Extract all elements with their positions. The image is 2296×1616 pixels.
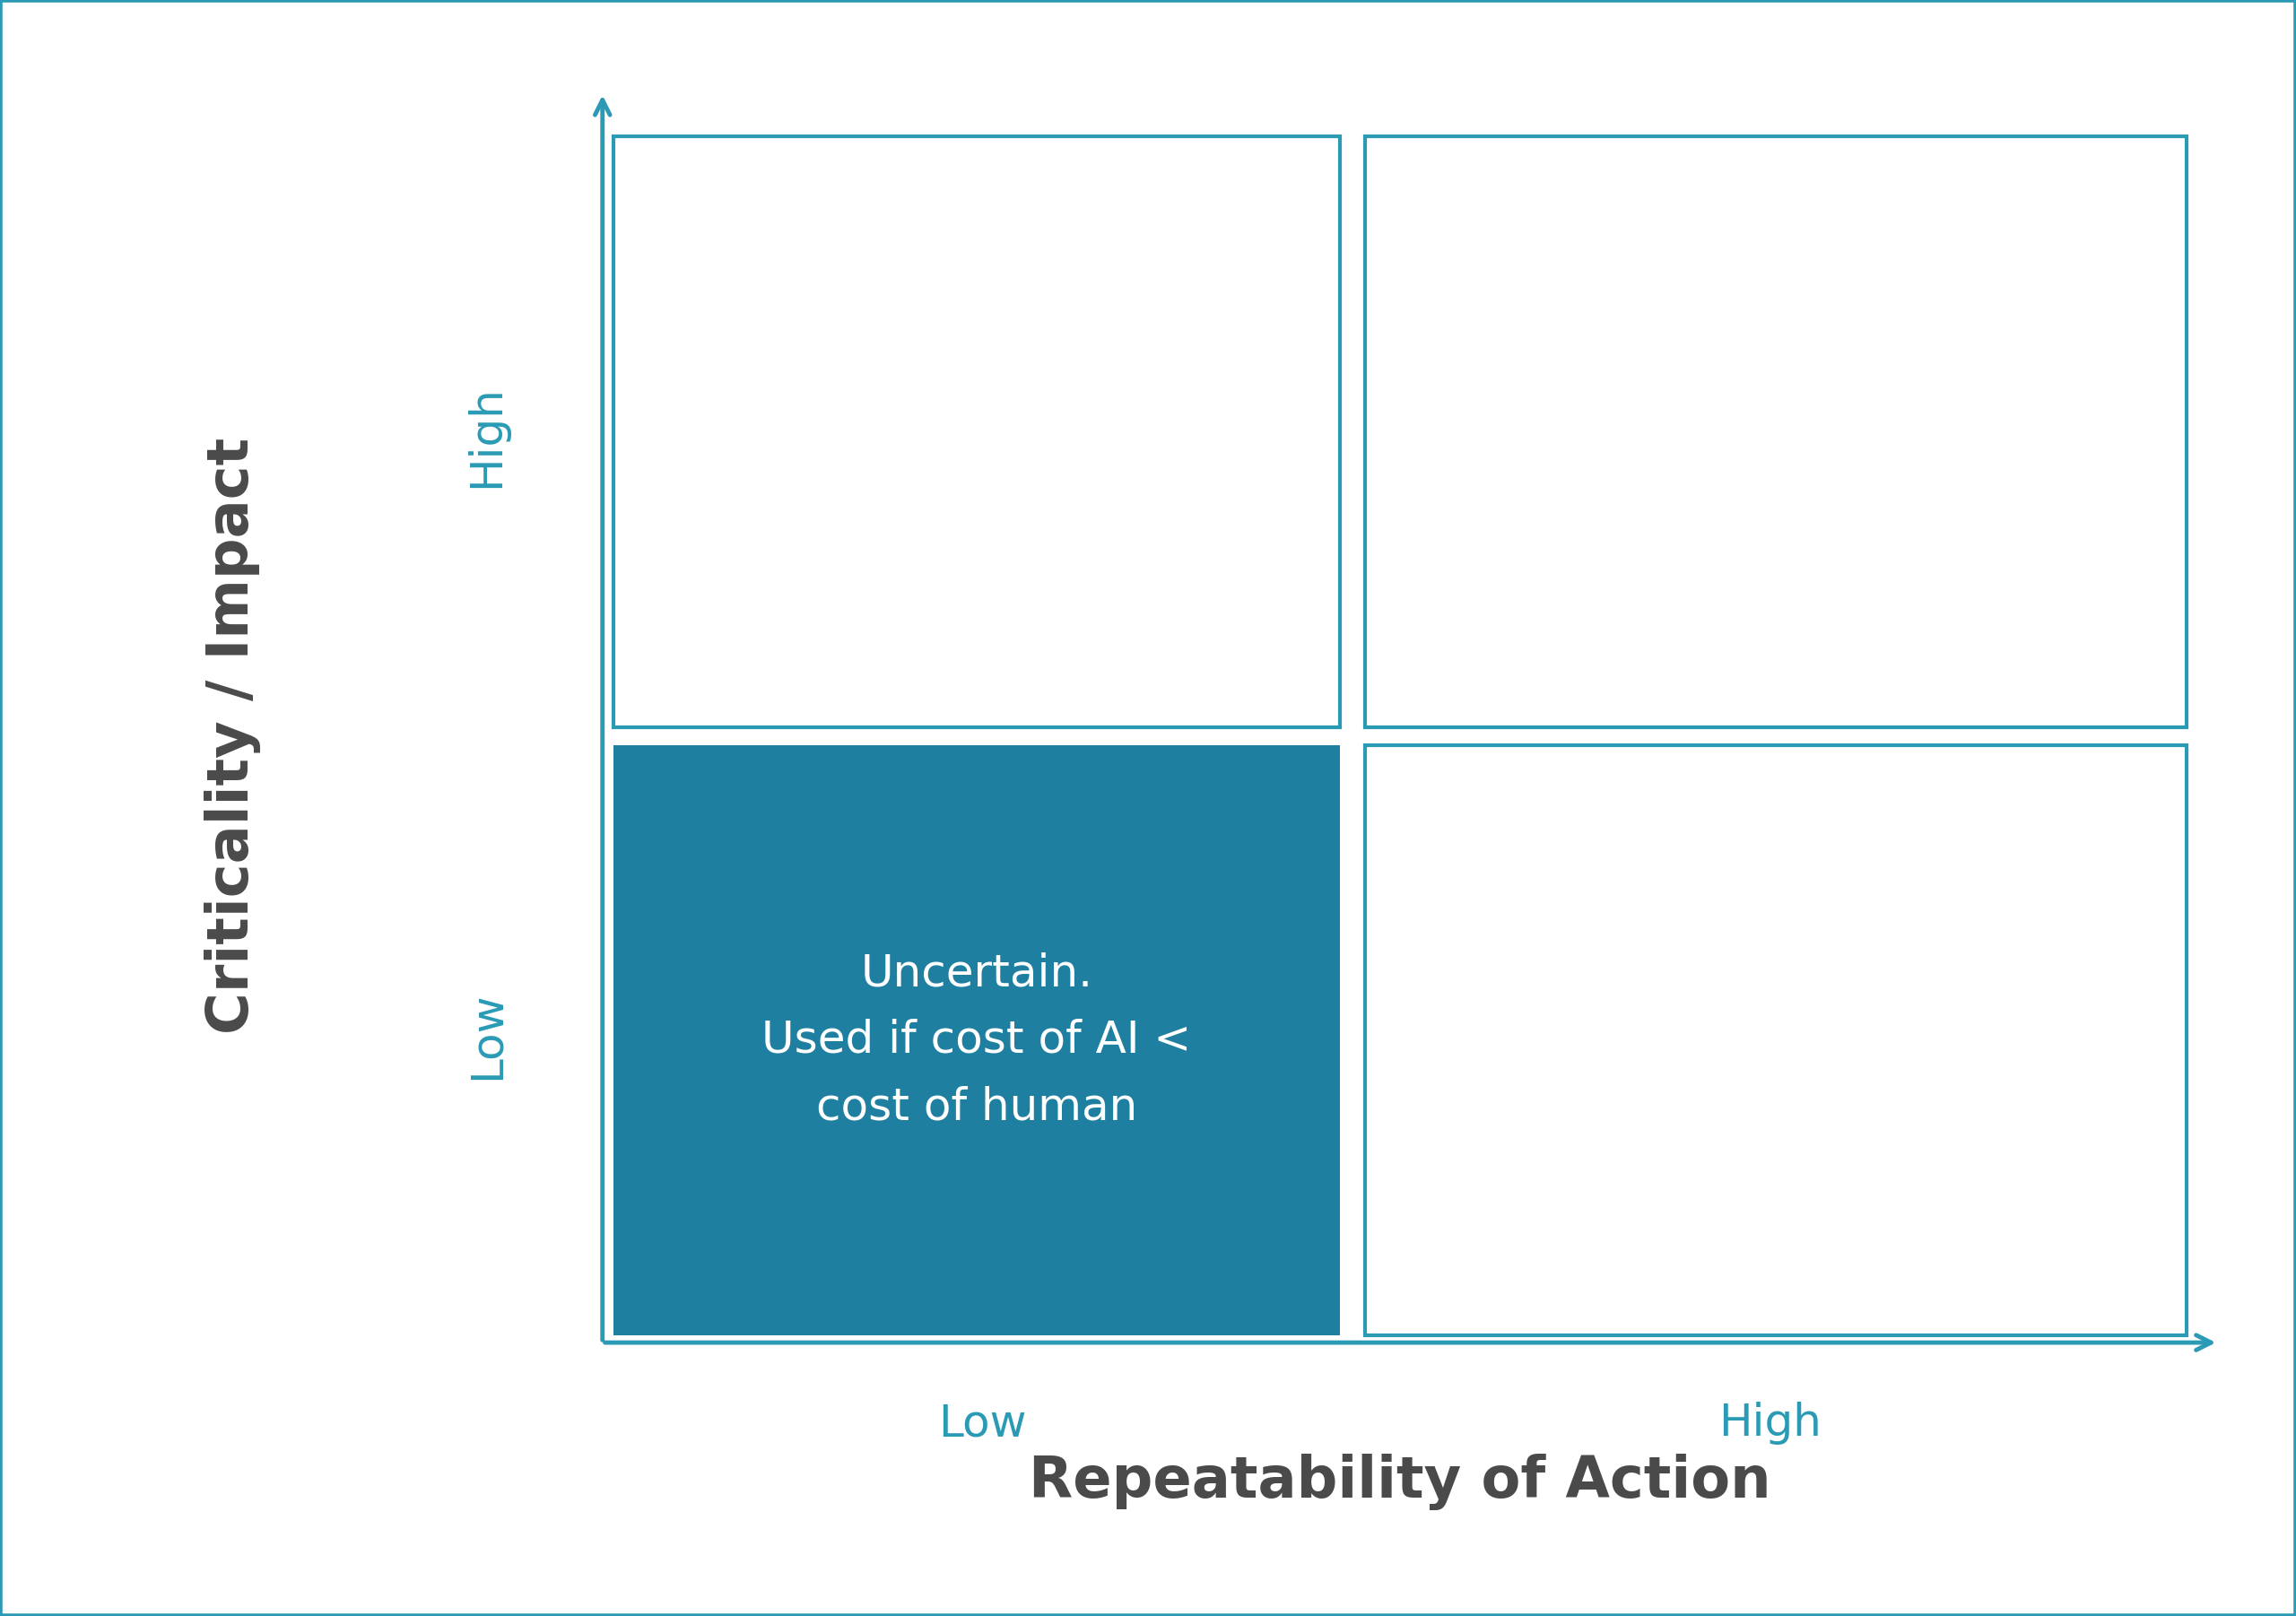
Bar [613,137,1341,727]
Bar [1366,137,2186,727]
Text: Repeatability of Action: Repeatability of Action [1029,1454,1770,1511]
Text: Low: Low [939,1403,1026,1445]
Text: High: High [464,385,507,488]
Text: Criticality / Impact: Criticality / Impact [204,438,262,1034]
Text: Uncertain.
Used if cost of AI <
cost of human: Uncertain. Used if cost of AI < cost of … [762,952,1192,1128]
Text: High: High [1717,1403,1821,1445]
Bar [613,745,1341,1335]
Text: Low: Low [464,992,507,1079]
Bar [1366,745,2186,1335]
